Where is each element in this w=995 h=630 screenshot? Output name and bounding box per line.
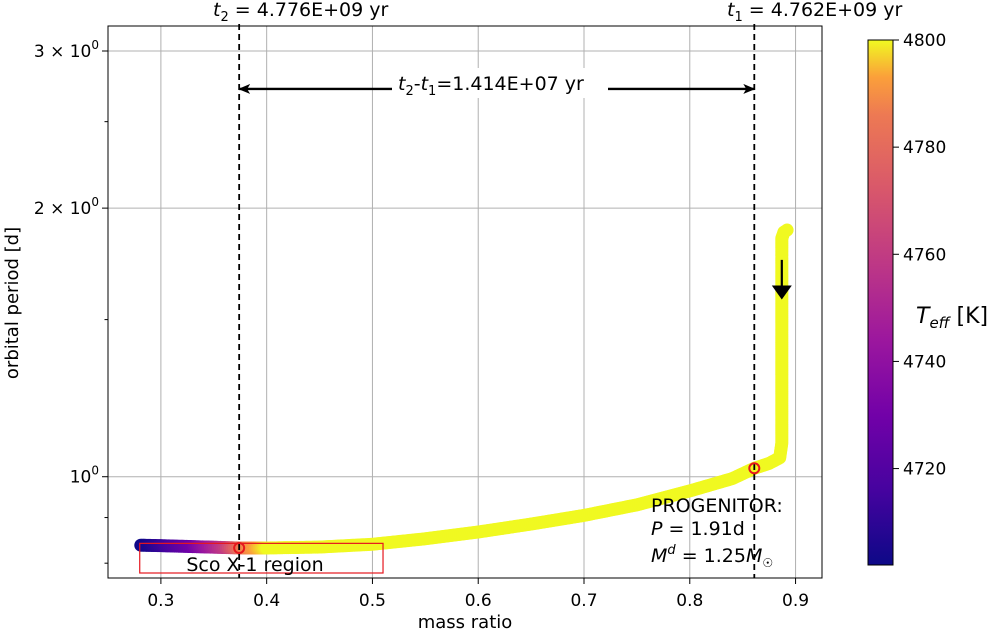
progenitor-title: PROGENITOR: (651, 495, 783, 517)
colorbar-tick-label: 4800 (903, 31, 946, 51)
x-tick-label: 0.7 (570, 591, 597, 611)
grid-lines (108, 26, 822, 578)
y-tick-label: 100 (70, 464, 99, 488)
evolution-track (134, 223, 794, 555)
plot-frame (107, 25, 823, 579)
progenitor-mass: Md = 1.25M☉ (651, 543, 773, 570)
x-axis-label: mass ratio (418, 612, 513, 630)
x-axis: 0.3 0.4 0.5 0.6 0.7 0.8 0.9 (147, 578, 809, 611)
y-axis-label: orbital period [d] (2, 227, 23, 379)
colorbar-tick-label: 4740 (903, 352, 946, 372)
colorbar-label: Teff [K] (916, 304, 988, 332)
sco-region-box (139, 542, 384, 574)
x-tick-label: 0.6 (465, 591, 492, 611)
t2-marker (233, 541, 246, 554)
t2-time-label: t2 = 4.776E+09 yr (213, 0, 389, 25)
t1-time-label: t1 = 4.762E+09 yr (727, 0, 903, 25)
track-point (780, 223, 794, 237)
annotations: Sco X-1 region t2 = 4.776E+09 yr t1 = 4.… (139, 0, 903, 578)
y-tick-label: 2 × 100 (34, 195, 99, 219)
progenitor-period: P = 1.91d (651, 518, 745, 540)
x-tick-label: 0.5 (359, 591, 386, 611)
interval-label-bg (392, 68, 608, 98)
direction-arrow-head (771, 285, 792, 300)
colorbar: 4720 4740 4760 4780 4800 (867, 31, 946, 566)
colorbar-tick-label: 4780 (903, 138, 946, 158)
t1-marker (748, 462, 761, 475)
colorbar-tick-label: 4720 (903, 460, 946, 480)
colorbar-gradient (867, 39, 894, 566)
x-tick-label: 0.8 (676, 591, 703, 611)
x-tick-label: 0.9 (782, 591, 809, 611)
x-tick-label: 0.4 (253, 591, 280, 611)
sco-region-label: Sco X-1 region (186, 554, 323, 576)
y-tick-label: 3 × 100 (34, 38, 99, 62)
y-axis: 100 2 × 100 3 × 100 (34, 38, 108, 564)
x-tick-label: 0.3 (147, 591, 174, 611)
colorbar-tick-label: 4760 (903, 245, 946, 265)
interval-label: t2-t1=1.414E+07 yr (398, 73, 584, 99)
